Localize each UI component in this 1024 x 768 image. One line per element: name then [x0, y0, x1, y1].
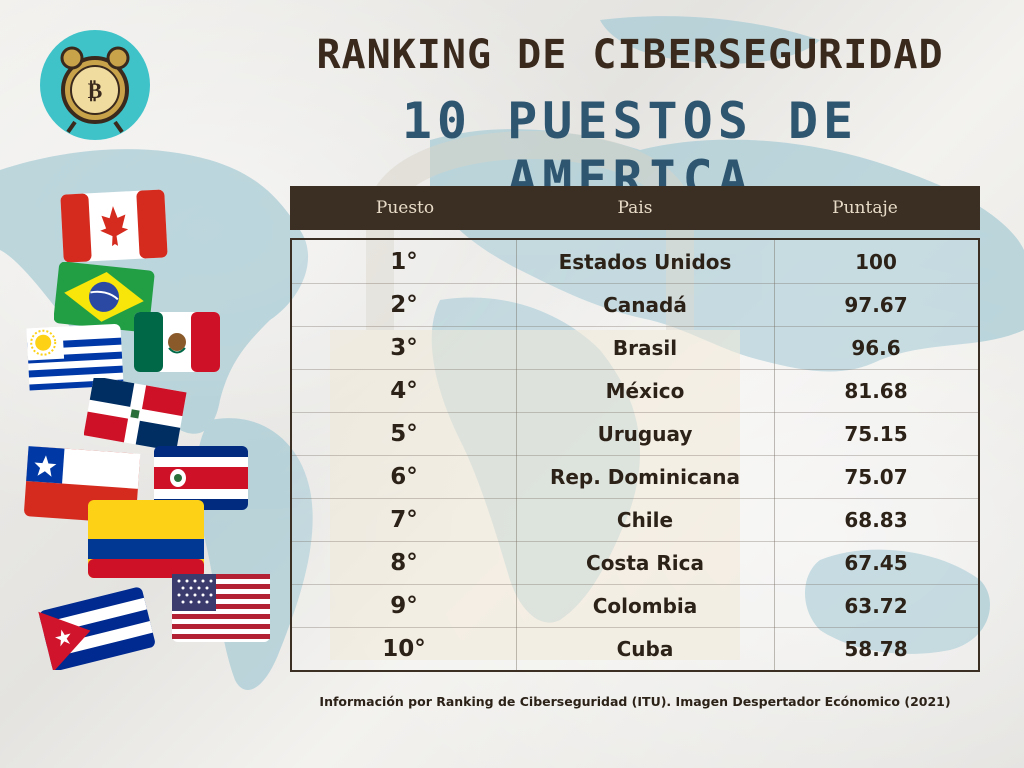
table-row: 5° Uruguay 75.15 — [292, 412, 978, 456]
column-divider — [516, 240, 517, 670]
rank-cell: 1° — [390, 248, 418, 275]
score-cell: 97.67 — [844, 292, 908, 317]
dominican-republic-flag — [84, 378, 187, 450]
country-cell: Uruguay — [597, 421, 693, 446]
rank-cell: 6° — [390, 463, 418, 490]
usa-flag — [172, 574, 270, 642]
score-cell: 63.72 — [844, 593, 908, 618]
table-row: 1° Estados Unidos 100 — [292, 240, 978, 284]
country-cell: Canadá — [603, 292, 687, 317]
table-row: 3° Brasil 96.6 — [292, 326, 978, 370]
padlock-body — [330, 330, 740, 660]
mexico-flag — [134, 312, 220, 372]
header-puntaje: Puntaje — [832, 198, 898, 218]
table-row: 6° Rep. Dominicana 75.07 — [292, 455, 978, 499]
score-cell: 67.45 — [844, 550, 908, 575]
rank-cell: 4° — [390, 377, 418, 404]
table-row: 10° Cuba 58.78 — [292, 627, 978, 670]
colombia-flag — [88, 500, 204, 578]
score-cell: 68.83 — [844, 507, 908, 532]
rank-cell: 10° — [382, 635, 426, 662]
column-divider — [774, 240, 775, 670]
source-footnote: Información por Ranking de Cibersegurida… — [319, 694, 951, 709]
table-header: Puesto Pais Puntaje — [290, 186, 980, 230]
country-cell: Cuba — [616, 636, 674, 661]
score-cell: 75.07 — [844, 464, 908, 489]
costa-rica-flag — [154, 446, 248, 510]
country-cell: Rep. Dominicana — [549, 464, 741, 489]
score-cell: 81.68 — [844, 378, 908, 403]
rank-cell: 3° — [390, 334, 418, 361]
header-pais: Pais — [617, 198, 653, 218]
rank-cell: 5° — [390, 420, 418, 447]
rank-cell: 7° — [390, 506, 418, 533]
score-cell: 96.6 — [851, 335, 901, 360]
canada-flag — [60, 189, 168, 263]
rank-cell: 2° — [390, 291, 418, 318]
score-cell: 75.15 — [844, 421, 908, 446]
table-row: 2° Canadá 97.67 — [292, 283, 978, 327]
table-row: 8° Costa Rica 67.45 — [292, 541, 978, 585]
table-row: 4° México 81.68 — [292, 369, 978, 413]
score-cell: 58.78 — [844, 636, 908, 661]
country-cell: Estados Unidos — [558, 249, 732, 274]
country-cell: Colombia — [592, 593, 698, 618]
cuba-flag — [38, 587, 155, 670]
ranking-table: 1° Estados Unidos 100 2° Canadá 97.67 3°… — [290, 238, 980, 672]
uruguay-flag — [26, 323, 124, 391]
brazil-flag — [54, 262, 155, 332]
table-row: 9° Colombia 63.72 — [292, 584, 978, 628]
table-row: 7° Chile 68.83 — [292, 498, 978, 542]
country-cell: Costa Rica — [586, 550, 704, 575]
title-line-1: RANKING DE CIBERSEGURIDAD — [316, 32, 944, 78]
alarm-clock-bitcoin-logo: ₿ — [40, 30, 150, 140]
score-cell: 100 — [855, 249, 897, 274]
country-cell: Chile — [616, 507, 674, 532]
header-puesto: Puesto — [375, 198, 435, 218]
svg-text:₿: ₿ — [88, 79, 103, 104]
country-cell: México — [605, 378, 685, 403]
rank-cell: 8° — [390, 549, 418, 576]
rank-cell: 9° — [390, 592, 418, 619]
country-cell: Brasil — [612, 335, 678, 360]
